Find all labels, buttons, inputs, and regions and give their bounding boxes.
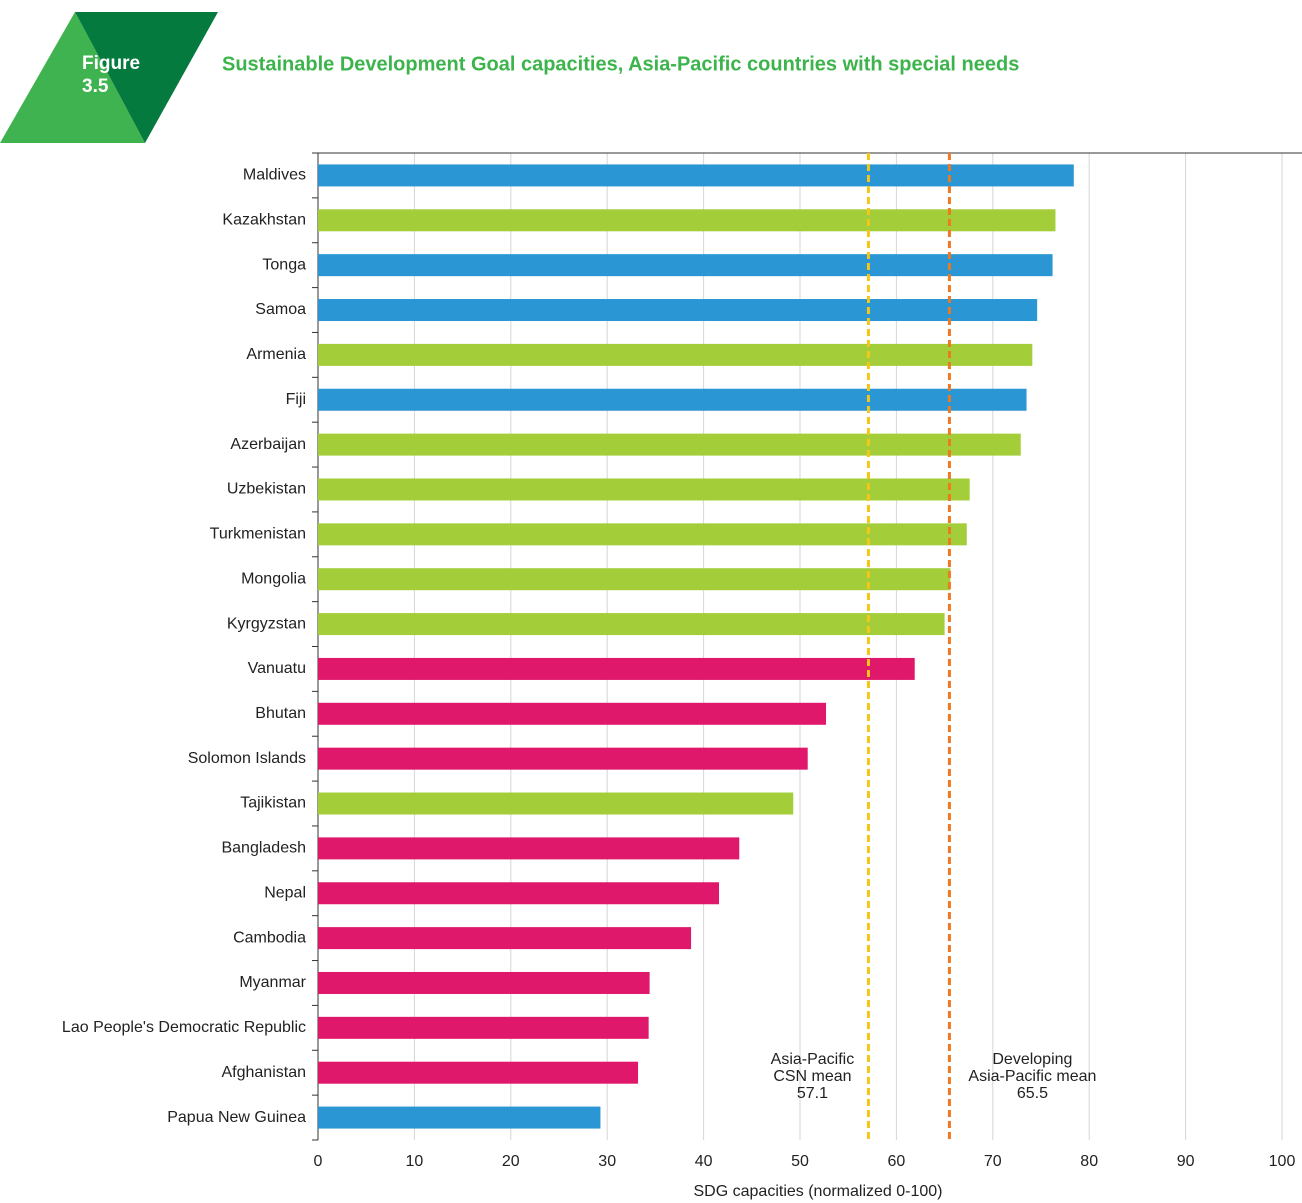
bar — [318, 209, 1056, 232]
x-tick-label: 100 — [1269, 1153, 1296, 1170]
x-tick-label: 20 — [502, 1153, 520, 1170]
y-tick-label: Fiji — [286, 391, 306, 408]
y-tick-label: Samoa — [255, 301, 306, 318]
reference-value: 65.5 — [1017, 1085, 1048, 1102]
x-tick-label: 90 — [1177, 1153, 1195, 1170]
y-tick-label: Tonga — [262, 256, 306, 273]
x-axis-label: SDG capacities (normalized 0-100) — [694, 1183, 943, 1200]
y-tick-label: Mongolia — [241, 570, 306, 587]
bar — [318, 747, 808, 770]
bar — [318, 1016, 649, 1039]
y-tick-label: Kyrgyzstan — [227, 615, 306, 632]
bar — [318, 971, 650, 994]
reference-label: CSN mean — [773, 1068, 851, 1085]
y-tick-label: Kazakhstan — [222, 212, 306, 229]
x-tick-label: 70 — [984, 1153, 1002, 1170]
y-tick-label: Turkmenistan — [210, 526, 306, 543]
bar — [318, 254, 1053, 277]
y-tick-label: Afghanistan — [221, 1064, 306, 1081]
x-tick-label: 30 — [598, 1153, 616, 1170]
y-tick-label: Maldives — [243, 167, 306, 184]
y-tick-label: Solomon Islands — [188, 750, 306, 767]
bar — [318, 433, 1021, 456]
reference-label: Asia-Pacific — [771, 1051, 855, 1068]
bar — [318, 478, 970, 501]
x-tick-label: 60 — [888, 1153, 906, 1170]
reference-label: Asia-Pacific mean — [968, 1068, 1096, 1085]
bar — [318, 702, 827, 725]
figure-number: 3.5 — [82, 76, 109, 97]
x-tick-label: 10 — [406, 1153, 424, 1170]
y-tick-label: Cambodia — [233, 929, 306, 946]
bar — [318, 343, 1033, 366]
bar — [318, 299, 1038, 322]
x-tick-label: 80 — [1080, 1153, 1098, 1170]
reference-label: Developing — [992, 1051, 1072, 1068]
y-tick-label: Bhutan — [255, 705, 306, 722]
bar — [318, 523, 967, 546]
y-tick-label: Azerbaijan — [230, 436, 306, 453]
bar — [318, 792, 794, 815]
y-tick-label: Papua New Guinea — [167, 1109, 306, 1126]
y-tick-label: Bangladesh — [221, 840, 306, 857]
y-tick-label: Myanmar — [239, 974, 306, 991]
y-tick-label: Tajikistan — [240, 795, 306, 812]
x-tick-label: 50 — [791, 1153, 809, 1170]
figure-label: Figure — [82, 53, 140, 74]
bar — [318, 1106, 601, 1129]
bar — [318, 927, 692, 950]
badge-light — [0, 12, 145, 143]
chart-title: Sustainable Development Goal capacities,… — [222, 53, 1019, 75]
y-tick-label: Nepal — [264, 884, 306, 901]
bar — [318, 837, 740, 860]
y-tick-label: Uzbekistan — [227, 481, 306, 498]
bar — [318, 1061, 639, 1084]
bar — [318, 882, 720, 905]
bar — [318, 568, 951, 591]
bar — [318, 388, 1027, 411]
reference-value: 57.1 — [797, 1085, 828, 1102]
badge-dark — [75, 12, 218, 143]
x-tick-label: 0 — [314, 1153, 323, 1170]
bar — [318, 613, 945, 636]
bar — [318, 657, 915, 680]
y-tick-label: Lao People's Democratic Republic — [62, 1019, 306, 1036]
y-tick-label: Armenia — [246, 346, 306, 363]
bar — [318, 164, 1074, 187]
x-tick-label: 40 — [695, 1153, 713, 1170]
y-tick-label: Vanuatu — [248, 660, 306, 677]
